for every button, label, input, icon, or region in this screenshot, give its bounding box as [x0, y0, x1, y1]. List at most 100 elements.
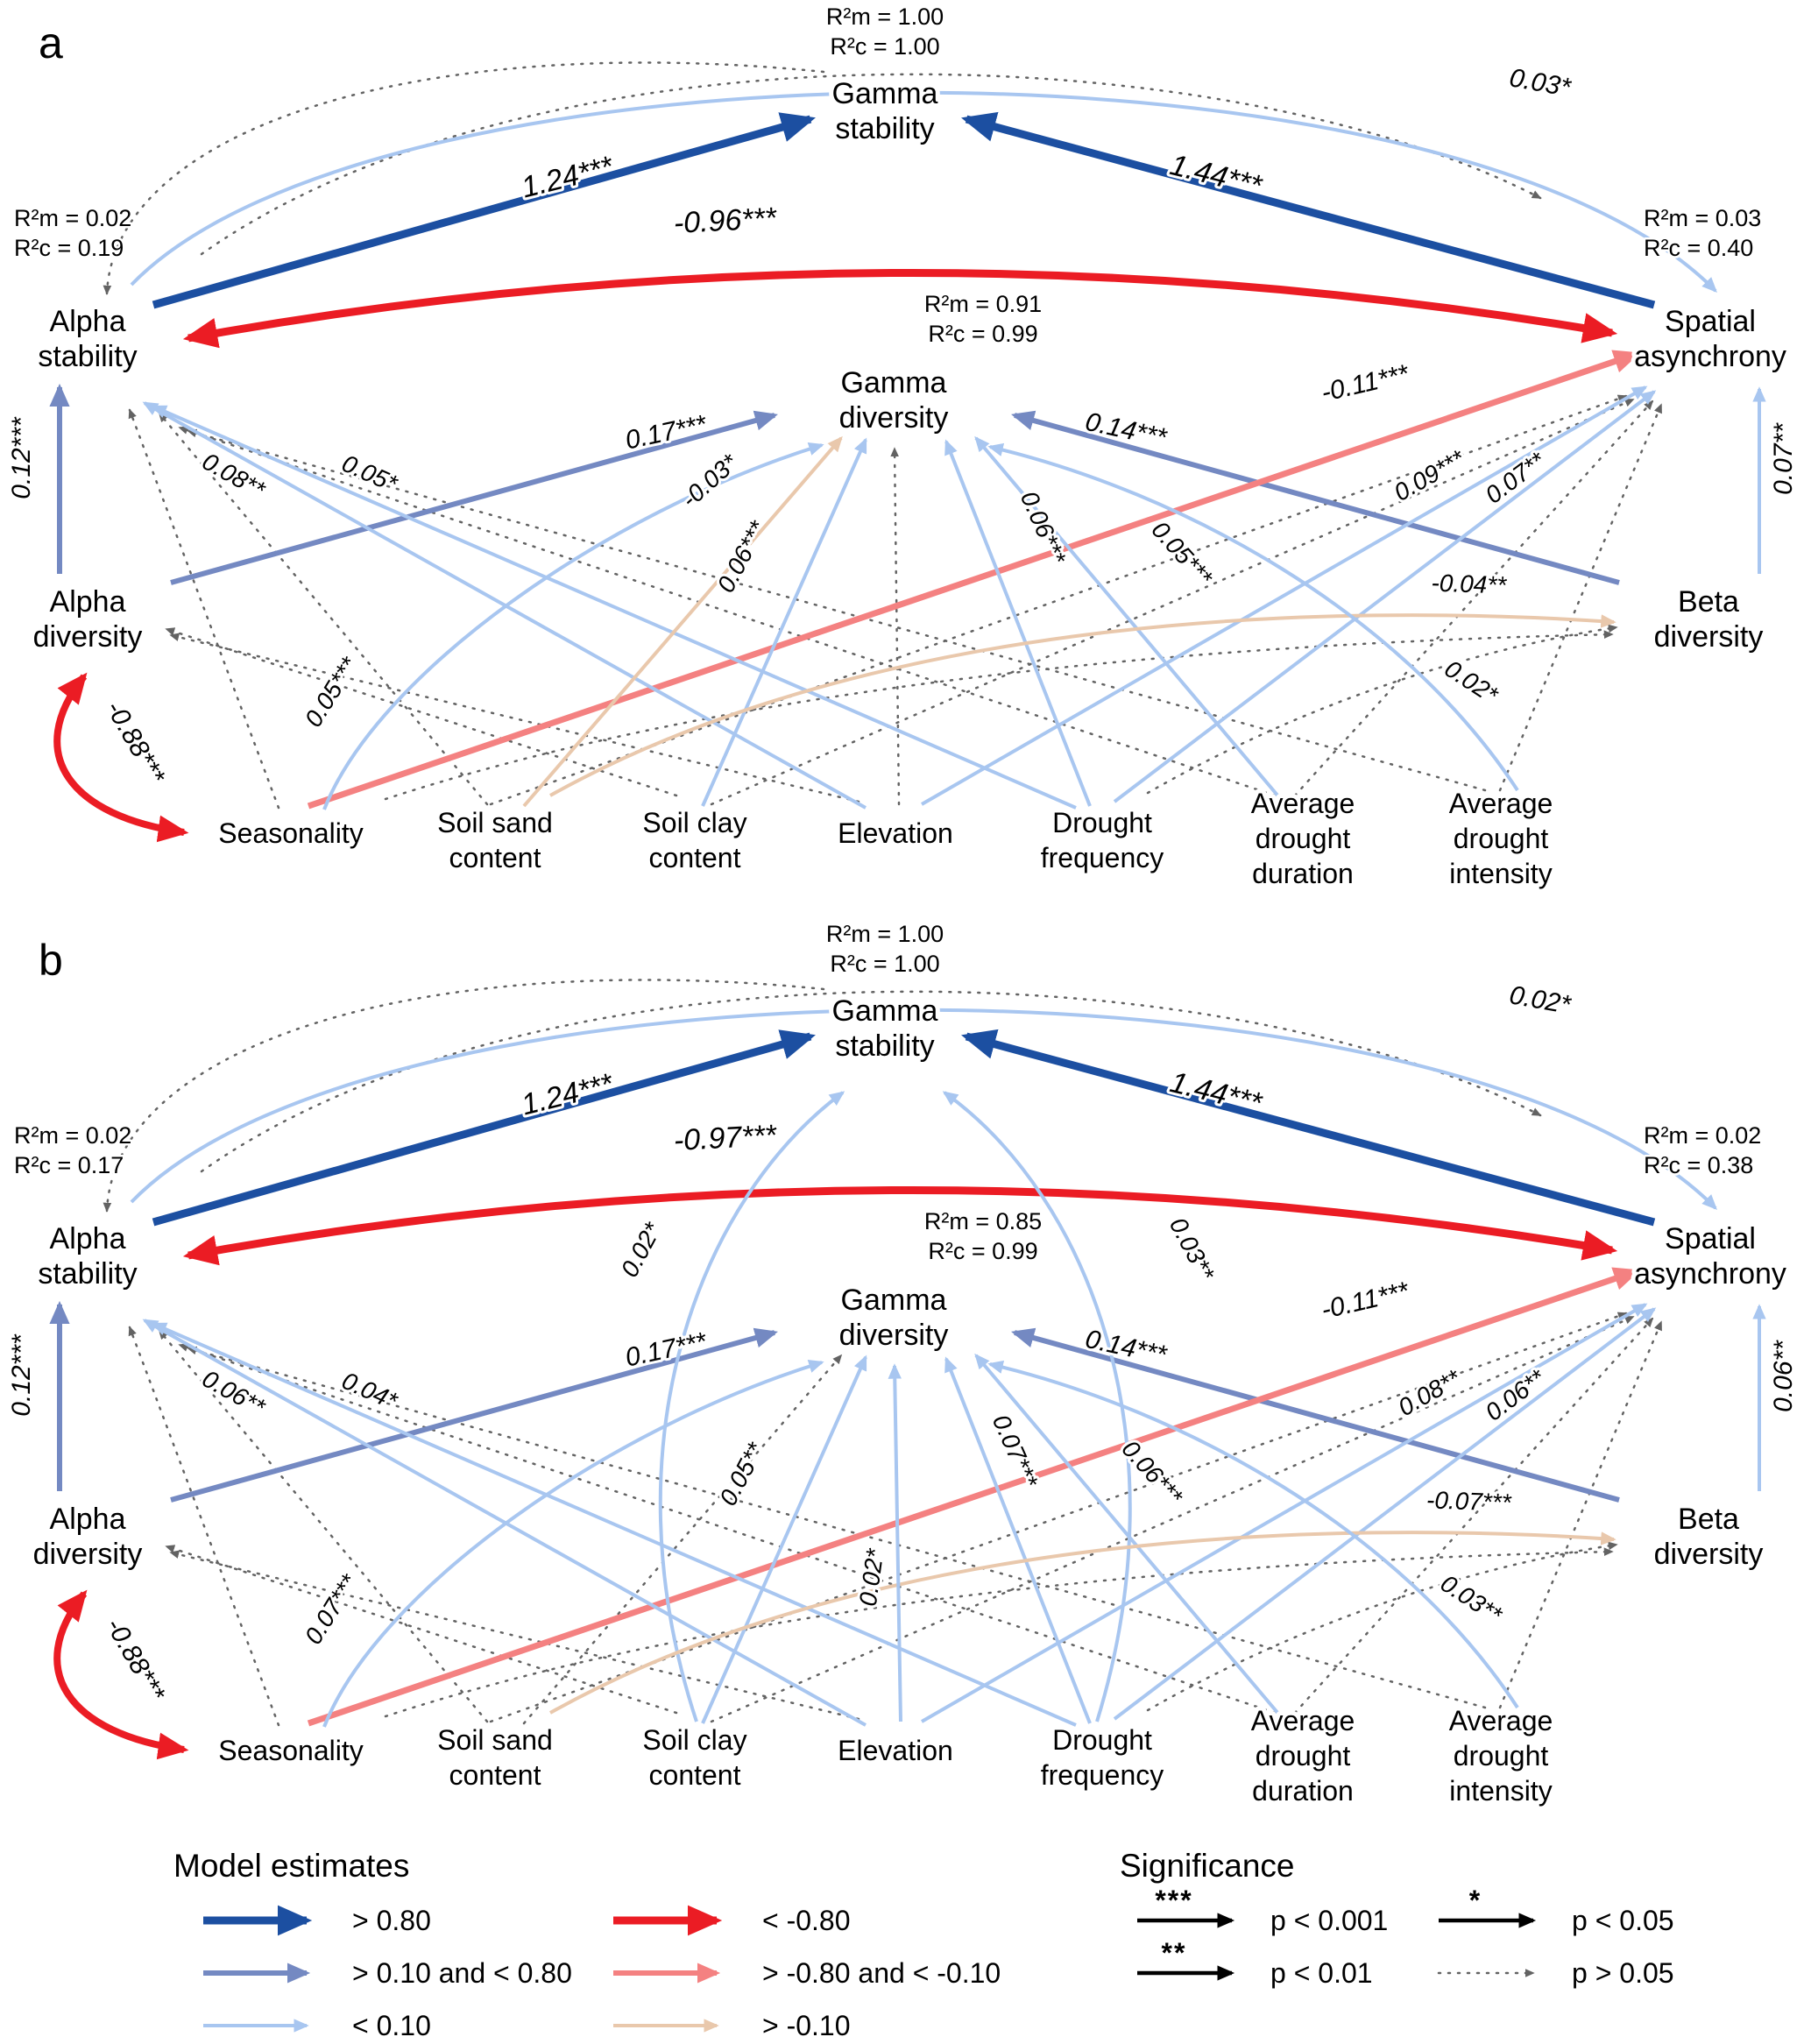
- node-beta-diversity: Beta diversity: [1654, 585, 1764, 654]
- legend: Model estimates Significance > 0.80 > 0.10 …: [173, 1848, 1674, 2041]
- estimate-label-soil-clay-content-to-gamma-stability: 0.02*: [616, 1217, 668, 1281]
- edge-elevation-to-spatial-asynchrony: [921, 1303, 1648, 1723]
- estimate-label-alpha-stability-to-gamma-stability: 1.24***: [518, 1067, 618, 1122]
- edge-average-drought-intensity-to-gamma-diversity: [987, 442, 1519, 792]
- edge-average-drought-duration-to-spatial-asynchrony-nonsignificant: [1293, 400, 1654, 797]
- estimate-label-alpha-stability-to-spatial-asynchrony: 0.03*: [1507, 63, 1574, 103]
- node-average-drought-intensity: Average drought intensity: [1449, 788, 1553, 889]
- edge-alpha-stability-to-gamma-stability: [152, 112, 816, 309]
- estimate-label-spatial-asynchrony-to-alpha-stability: -0.96***: [673, 202, 779, 240]
- estimate-label-elevation-to-gamma-diversity: 0.02*: [854, 1546, 889, 1608]
- edge-alpha-stability-to-spatial-asynchrony: [130, 90, 1717, 293]
- r2-label-spatial-asynchrony: R²m = 0.02 R²c = 0.38: [1644, 1122, 1761, 1178]
- panel-b: b 1.24*** 1.44*** -0.97*** 0.02* 0.12*** 0.17*…: [4, 919, 1800, 1812]
- edge-alpha-diversity-to-seasonality: [53, 1589, 189, 1760]
- node-spatial-asynchrony: Spatial asynchrony: [1634, 1222, 1786, 1291]
- edge-average-drought-duration-to-alpha-stability-nonsignificant: [178, 426, 1277, 797]
- edge-soil-clay-content-to-spatial-asynchrony-nonsignificant: [710, 398, 1635, 806]
- node-average-drought-duration: Average drought duration: [1251, 1705, 1355, 1807]
- estimate-label-alpha-diversity-to-alpha-stability: 0.12***: [7, 416, 36, 499]
- edge-soil-sand-content-to-beta-diversity: [549, 613, 1616, 797]
- r2-label-spatial-asynchrony: R²m = 0.03 R²c = 0.40: [1644, 205, 1761, 261]
- estimate-label-alpha-diversity-to-seasonality: -0.88***: [100, 1613, 171, 1707]
- estimate-label-elevation-to-alpha-stability: 0.06**: [198, 1365, 271, 1422]
- edge-beta-diversity-to-gamma-diversity: [1011, 410, 1620, 585]
- legend-estimate-label-dblue: > 0.80: [352, 1905, 431, 1936]
- node-alpha-stability: Alpha stability: [38, 305, 137, 373]
- panel-label-b: b: [39, 936, 63, 985]
- edge-average-drought-intensity-to-spatial-asynchrony-nonsignificant: [1498, 1320, 1663, 1709]
- edge-drought-frequency-to-alpha-stability: [151, 405, 1077, 810]
- estimate-label-seasonality-to-spatial-asynchrony: -0.11***: [1319, 1277, 1412, 1325]
- edge-alpha-diversity-to-seasonality: [53, 672, 189, 843]
- node-beta-diversity: Beta diversity: [1654, 1503, 1764, 1571]
- edge-beta-diversity-to-gamma-diversity: [1011, 1327, 1620, 1503]
- node-soil-clay-content: Soil clay content: [642, 1724, 746, 1791]
- r2-label-gamma-diversity: R²m = 0.85 R²c = 0.99: [924, 1208, 1042, 1264]
- edge-average-drought-duration-to-gamma-diversity: [974, 435, 1281, 799]
- estimate-label-alpha-diversity-to-gamma-diversity: 0.17***: [623, 410, 711, 456]
- edge-alpha-diversity-to-gamma-diversity: [170, 410, 778, 585]
- node-average-drought-intensity: Average drought intensity: [1449, 1705, 1553, 1807]
- node-seasonality: Seasonality: [218, 817, 363, 849]
- edge-elevation-to-spatial-asynchrony: [921, 385, 1648, 806]
- node-elevation: Elevation: [838, 817, 953, 849]
- node-drought-frequency: Drought frequency: [1041, 807, 1164, 873]
- edge-soil-sand-content-to-alpha-stability-nonsignificant: [103, 979, 825, 1213]
- edge-elevation-to-alpha-diversity-nonsignificant: [169, 633, 860, 803]
- legend-estimate-label-pink: > -0.80 and < -0.10: [762, 1957, 1001, 1989]
- legend-model-estimates-title: Model estimates: [173, 1848, 409, 1884]
- legend-estimate-label-mblue: > 0.10 and < 0.80: [352, 1957, 572, 1989]
- node-drought-frequency: Drought frequency: [1041, 1724, 1164, 1791]
- node-spatial-asynchrony: Spatial asynchrony: [1634, 305, 1786, 373]
- estimate-label-average-drought-duration-to-gamma-diversity: 0.06***: [1116, 1435, 1188, 1510]
- panel-a: a 1.24*** 1.44*** -0.96*** 0.03* 0.12*** 0.17*…: [4, 2, 1800, 895]
- edge-soil-clay-content-to-alpha-diversity-nonsignificant: [165, 627, 678, 797]
- edge-average-drought-intensity-to-gamma-diversity: [987, 1360, 1519, 1709]
- edge-soil-clay-content-to-gamma-diversity: [701, 437, 867, 807]
- legend-estimate-label-lblue: < 0.10: [352, 2010, 431, 2041]
- legend-significance-label-2: p < 0.01: [1270, 1957, 1373, 1989]
- edge-alpha-stability-to-spatial-asynchrony-nonsignificant: [200, 990, 1542, 1173]
- r2-label-gamma-stability: R²m = 1.00 R²c = 1.00: [826, 921, 944, 977]
- edge-spatial-asynchrony-to-gamma-stability: [961, 111, 1656, 309]
- legend-significance-label-4: p > 0.05: [1572, 1957, 1674, 1989]
- estimate-label-drought-frequency-to-gamma-stability: 0.03**: [1164, 1213, 1220, 1286]
- edge-elevation-to-gamma-diversity: [888, 1363, 902, 1722]
- edge-alpha-diversity-to-gamma-diversity: [170, 1327, 778, 1503]
- edge-soil-sand-content-to-beta-diversity: [549, 1531, 1616, 1715]
- edge-elevation-to-alpha-diversity-nonsignificant: [169, 1550, 860, 1721]
- estimate-label-spatial-asynchrony-to-gamma-stability: 1.44***: [1167, 1065, 1267, 1121]
- edge-average-drought-duration-to-gamma-diversity: [974, 1353, 1281, 1716]
- estimate-label-alpha-diversity-to-alpha-stability: 0.12***: [7, 1333, 36, 1417]
- node-gamma-stability: Gamma stability: [832, 994, 938, 1063]
- edge-soil-sand-content-to-alpha-stability-nonsignificant: [158, 1329, 489, 1723]
- legend-significance-label-1: p < 0.001: [1270, 1905, 1388, 1936]
- legend-estimate-label-red: < -0.80: [762, 1905, 851, 1936]
- r2-label-alpha-stability: R²m = 0.02 R²c = 0.17: [14, 1122, 131, 1178]
- edge-alpha-stability-to-gamma-stability: [152, 1029, 816, 1227]
- edge-spatial-asynchrony-to-gamma-stability: [961, 1029, 1656, 1227]
- estimate-label-soil-clay-content-to-gamma-diversity: 0.06***: [711, 516, 772, 598]
- node-soil-sand-content: Soil sand content: [437, 1724, 553, 1791]
- estimate-label-soil-sand-content-to-beta-diversity: -0.04**: [1431, 569, 1508, 599]
- estimate-label-seasonality-to-gamma-diversity: 0.05***: [300, 652, 364, 732]
- node-gamma-diversity: Gamma diversity: [839, 366, 949, 435]
- estimate-label-seasonality-to-gamma-diversity: 0.07***: [300, 1569, 364, 1649]
- edge-seasonality-to-alpha-stability-nonsignificant: [128, 1326, 280, 1727]
- edge-spatial-asynchrony-to-alpha-stability: [182, 268, 1618, 349]
- edge-drought-frequency-to-spatial-asynchrony: [1113, 390, 1657, 803]
- legend-significance-title: Significance: [1120, 1848, 1295, 1884]
- edge-seasonality-to-spatial-asynchrony: [307, 1267, 1641, 1727]
- estimate-label-spatial-asynchrony-to-gamma-stability: 1.44***: [1167, 148, 1267, 203]
- estimate-label-beta-diversity-to-spatial-asynchrony: 0.06**: [1769, 1340, 1798, 1412]
- estimate-label-spatial-asynchrony-to-alpha-stability: -0.97***: [673, 1119, 779, 1157]
- edge-seasonality-to-gamma-diversity: [322, 1359, 824, 1728]
- edge-seasonality-to-gamma-diversity: [322, 442, 824, 810]
- edge-spatial-asynchrony-to-alpha-stability: [182, 1185, 1618, 1266]
- node-soil-sand-content: Soil sand content: [437, 807, 553, 873]
- edge-average-drought-intensity-to-spatial-asynchrony-nonsignificant: [1498, 403, 1663, 792]
- panel-label-a: a: [39, 18, 63, 67]
